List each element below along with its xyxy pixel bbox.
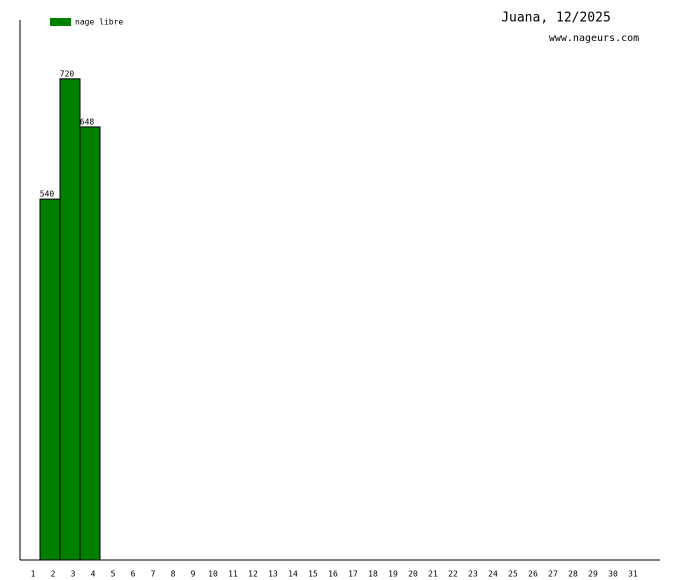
x-tick-label: 11 (228, 570, 238, 579)
legend-swatch (50, 18, 71, 26)
chart-subtitle: www.nageurs.com (549, 33, 639, 44)
x-tick-label: 29 (588, 570, 598, 579)
x-tick-label: 17 (348, 570, 358, 579)
value-label: 720 (60, 69, 75, 78)
x-tick-label: 2 (51, 570, 56, 579)
x-tick-label: 1 (31, 570, 36, 579)
x-tick-label: 31 (628, 570, 638, 579)
legend-label: nage libre (75, 18, 123, 27)
chart-title: Juana, 12/2025 (501, 11, 611, 26)
x-tick-label: 30 (608, 570, 618, 579)
x-tick-label: 28 (568, 570, 578, 579)
x-tick-label: 27 (548, 570, 558, 579)
value-label: 648 (80, 117, 95, 126)
x-tick-label: 23 (468, 570, 478, 579)
value-label: 540 (40, 190, 55, 199)
x-tick-label: 18 (368, 570, 378, 579)
x-tick-label: 14 (288, 570, 298, 579)
x-tick-label: 15 (308, 570, 318, 579)
bar (79, 126, 101, 561)
x-tick-label: 7 (151, 570, 156, 579)
x-tick-label: 8 (171, 570, 176, 579)
x-tick-label: 5 (111, 570, 116, 579)
x-tick-label: 3 (71, 570, 76, 579)
x-tick-label: 25 (508, 570, 518, 579)
x-tick-label: 6 (131, 570, 136, 579)
bar (39, 198, 61, 561)
x-tick-label: 10 (208, 570, 218, 579)
x-tick-label: 12 (248, 570, 258, 579)
x-tick-label: 24 (488, 570, 498, 579)
x-tick-label: 19 (388, 570, 398, 579)
x-tick-label: 9 (191, 570, 196, 579)
x-tick-label: 21 (428, 570, 438, 579)
x-tick-label: 16 (328, 570, 338, 579)
x-tick-label: 13 (268, 570, 278, 579)
x-tick-label: 22 (448, 570, 458, 579)
x-tick-label: 26 (528, 570, 538, 579)
bar (59, 78, 81, 561)
x-tick-label: 20 (408, 570, 418, 579)
x-tick-label: 4 (91, 570, 96, 579)
